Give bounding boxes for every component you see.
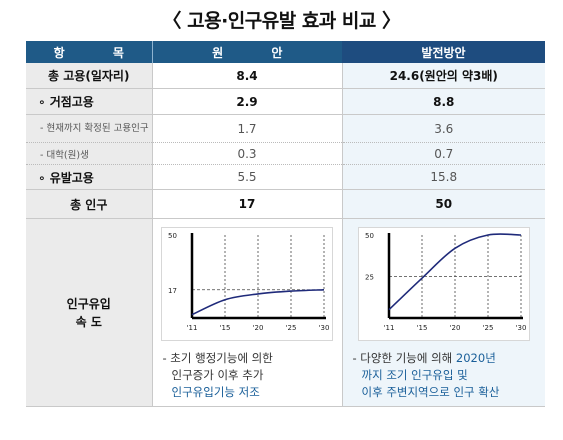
label-induced-employment: ∘ 유발고용 xyxy=(26,164,153,190)
desc-line: 이후 주변지역으로 인구 확산 xyxy=(361,385,500,399)
value-original: 1.7 xyxy=(152,114,342,143)
label-base-employment: ∘ 거점고용 xyxy=(26,88,153,115)
y-tick-label: 50 xyxy=(365,232,374,240)
x-tick-label: '25 xyxy=(482,324,493,332)
desc-text: - 다양한 기능에 의해 xyxy=(352,351,456,365)
desc-line: 까지 조기 인구유입 및 xyxy=(361,368,468,382)
desc-line: 인구증가 이후 추가 xyxy=(171,368,264,382)
label-confirmed-employment: - 현재까지 확정된 고용인구 xyxy=(26,114,153,143)
desc-line: - 초기 행정기능에 의한 xyxy=(162,351,273,365)
y-tick-label: 17 xyxy=(168,287,177,295)
value-original: 8.4 xyxy=(152,63,342,89)
header-development: 발전방안 xyxy=(342,41,545,63)
description-development: - 다양한 기능에 의해 2020년 까지 조기 인구유입 및 이후 주변지역으… xyxy=(353,350,546,401)
page-title: 〈 고용·인구유발 효과 비교 〉 xyxy=(162,10,401,32)
label-total-employment: 총 고용(일자리) xyxy=(26,63,153,89)
x-tick-label: '25 xyxy=(286,324,297,332)
value-development: 24.6(원안의 약3배) xyxy=(341,63,545,89)
header-row: 항 목 원 안 발전방안 xyxy=(26,41,545,63)
chart-original: 17 50 '11 '15 '20 '25 '30 xyxy=(161,227,333,341)
value-development: 3.6 xyxy=(341,114,545,143)
x-tick-label: '15 xyxy=(220,324,231,332)
x-tick-label: '30 xyxy=(515,324,526,332)
desc-line: 인구유입기능 저조 xyxy=(171,385,260,399)
value-development: 15.8 xyxy=(341,164,545,190)
label-inflow-line2: 속 도 xyxy=(75,314,102,329)
x-tick-label: '15 xyxy=(416,324,427,332)
label-university-students: - 대학(원)생 xyxy=(26,142,153,165)
x-tick-label: '11 xyxy=(187,324,198,332)
value-original: 2.9 xyxy=(152,88,342,115)
x-tick-label: '11 xyxy=(383,324,394,332)
value-original: 5.5 xyxy=(152,164,342,190)
x-tick-label: '30 xyxy=(319,324,330,332)
y-tick-label: 50 xyxy=(168,232,177,240)
value-development: 0.7 xyxy=(341,142,545,165)
desc-line: - 다양한 기능에 의해 2020년 xyxy=(353,350,546,367)
value-original: 0.3 xyxy=(152,142,342,165)
series-line xyxy=(191,288,325,316)
header-original: 원 안 xyxy=(152,41,342,63)
series-line xyxy=(388,233,521,311)
value-original: 17 xyxy=(152,189,342,219)
label-inflow-speed: 인구유입 속 도 xyxy=(26,218,153,407)
row-total-population: 총 인구 17 50 xyxy=(26,189,545,219)
row-induced-employment: ∘ 유발고용 5.5 15.8 xyxy=(26,164,545,190)
desc-highlight: 2020년 xyxy=(455,351,496,365)
chart-cell-original: 17 50 '11 '15 '20 '25 '30 - 초기 행정기능에 의한 인구증가 이… xyxy=(152,218,342,407)
row-confirmed-employment: - 현재까지 확정된 고용인구 1.7 3.6 xyxy=(26,114,545,143)
comparison-table: 항 목 원 안 발전방안 총 고용(일자리) 8.4 24.6(원안의 약3배)… xyxy=(26,41,545,407)
y-tick-label: 25 xyxy=(365,274,374,282)
row-base-employment: ∘ 거점고용 2.9 8.8 xyxy=(26,88,545,115)
label-inflow-line1: 인구유입 xyxy=(66,296,111,311)
x-tick-label: '20 xyxy=(449,324,460,332)
row-total-employment: 총 고용(일자리) 8.4 24.6(원안의 약3배) xyxy=(26,63,545,89)
x-tick-label: '20 xyxy=(253,324,264,332)
chart-cell-development: 25 50 '11 '15 '20 '25 '30 - 다양한 기능에 의해 2020년 까… xyxy=(341,218,546,407)
row-inflow-speed: 인구유입 속 도 17 50 '11 '15 '20 '25 '30 - 초기 행정기능에 … xyxy=(26,218,546,407)
row-university-students: - 대학(원)생 0.3 0.7 xyxy=(26,142,545,165)
value-development: 8.8 xyxy=(341,88,545,115)
label-total-population: 총 인구 xyxy=(26,189,153,219)
header-item: 항 목 xyxy=(26,41,153,63)
value-development: 50 xyxy=(341,189,545,219)
description-original: - 초기 행정기능에 의한 인구증가 이후 추가 인구유입기능 저조 xyxy=(163,350,342,401)
chart-development: 25 50 '11 '15 '20 '25 '30 xyxy=(357,227,530,341)
